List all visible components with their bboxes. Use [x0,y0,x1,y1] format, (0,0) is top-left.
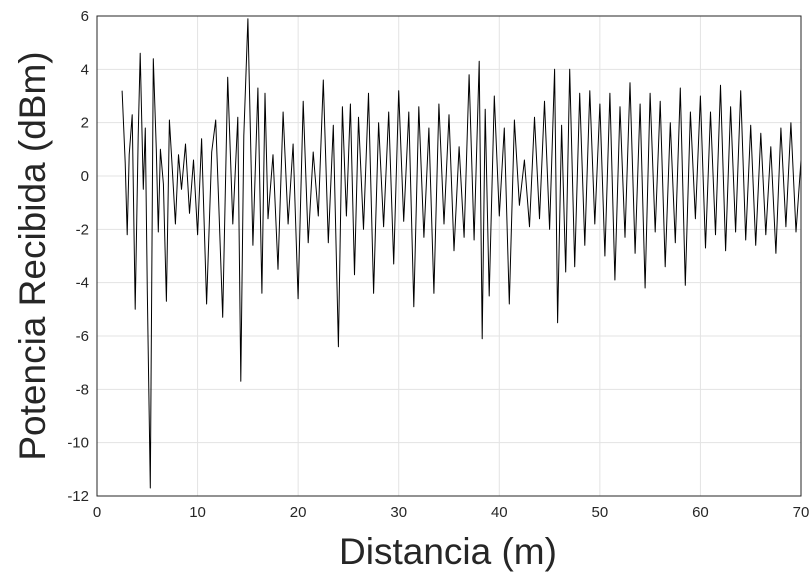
x-tick-label: 0 [93,504,101,521]
y-tick-label: -10 [67,435,89,452]
x-tick-label: 70 [793,504,810,521]
y-tick-label: -4 [76,275,89,292]
y-tick-label: 4 [81,61,89,78]
x-tick-label: 30 [390,504,407,521]
y-tick-label: -2 [76,221,89,238]
y-tick-label: -6 [76,328,89,345]
gridlines [96,15,802,497]
y-tick-label: -8 [76,381,89,398]
y-tick-label: 6 [81,8,89,25]
axes-frame [96,15,802,497]
y-axis-label: Potencia Recibida (dBm) [12,51,53,460]
y-tick-label: -12 [67,488,89,505]
y-tick-labels: -12 -10 -8 -6 -4 -2 0 2 4 6 [67,8,89,505]
y-tick-label: 0 [81,168,89,185]
series-layer [121,18,802,489]
y-tick-label: 2 [81,115,89,132]
x-tick-label: 60 [692,504,709,521]
x-tick-label: 20 [290,504,307,521]
x-axis-label: Distancia (m) [339,531,557,572]
x-tick-label: 10 [189,504,206,521]
x-tick-labels: 0 10 20 30 40 50 60 70 [93,504,810,521]
x-tick-label: 40 [491,504,508,521]
series-line [121,18,802,489]
x-tick-label: 50 [592,504,609,521]
